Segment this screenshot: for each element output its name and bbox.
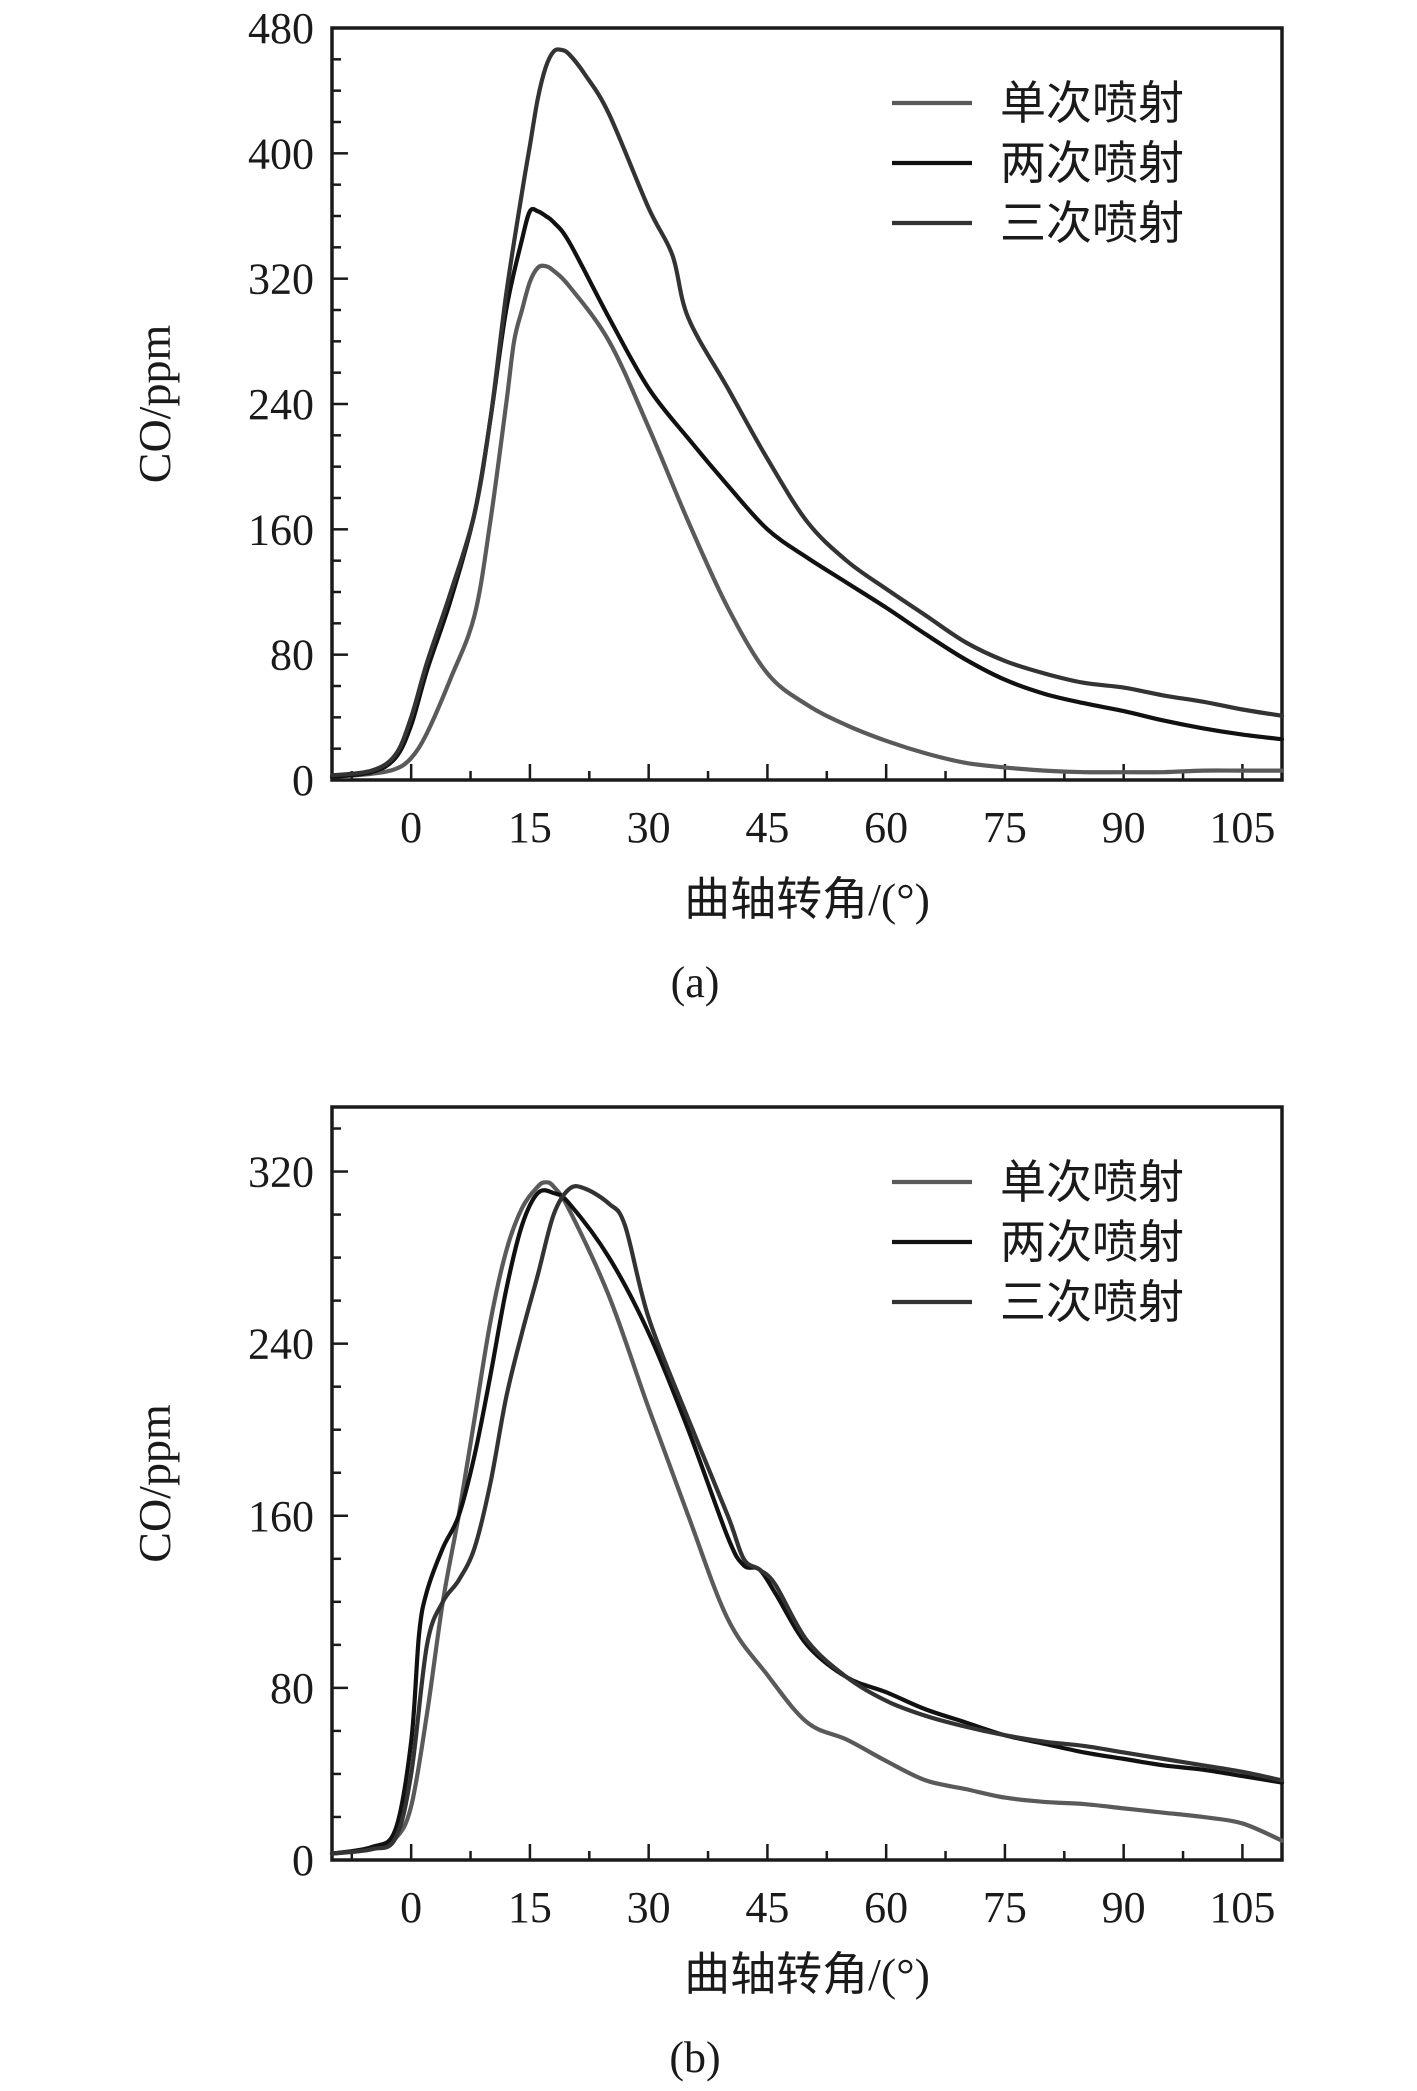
y-tick-label: 160 [248, 505, 314, 554]
plot-frame [330, 1105, 1284, 1862]
panel-label: (b) [669, 2033, 720, 2082]
legend-label: 两次喷射 [1000, 1217, 1184, 1268]
legend-label: 三次喷射 [1000, 1277, 1184, 1328]
x-tick-label: 75 [983, 1883, 1027, 1932]
series-lines [329, 1180, 1285, 1856]
x-tick-label: 30 [627, 803, 671, 852]
x-tick-label: 45 [745, 1883, 789, 1932]
series-line-1 [329, 1180, 1285, 1856]
y-tick-label: 80 [270, 1664, 314, 1713]
x-tick-label: 15 [508, 803, 552, 852]
legend-label: 三次喷射 [1000, 198, 1184, 249]
legend-label: 单次喷射 [1000, 1157, 1184, 1208]
x-axis-ticks: 0 15 30 45 60 75 90 105 [350, 1844, 1275, 1932]
series-line-1 [329, 263, 1285, 779]
y-tick-label: 0 [292, 1836, 314, 1885]
y-axis-title: CO/ppm [129, 1404, 180, 1563]
y-tick-label: 240 [248, 380, 314, 429]
y-tick-label: 160 [248, 1492, 314, 1541]
y-tick-label: 80 [270, 631, 314, 680]
x-tick-label: 45 [745, 803, 789, 852]
x-tick-label: 0 [400, 1883, 422, 1932]
y-tick-label: 0 [292, 756, 314, 805]
y-tick-label: 320 [248, 255, 314, 304]
legend-label: 两次喷射 [1000, 138, 1184, 189]
y-axis-ticks: 0 80 160 240 320 [248, 1127, 348, 1885]
series-line-2 [329, 1188, 1285, 1856]
legend-label: 单次喷射 [1000, 78, 1184, 129]
y-axis-ticks: 0 80 160 240 320 400 480 [248, 4, 348, 805]
x-tick-label: 90 [1102, 803, 1146, 852]
x-axis-title: 曲轴转角/(°) [684, 1949, 930, 2000]
series-lines [329, 47, 1285, 779]
chart-panel-a: 0 80 160 240 320 400 480 0 15 30 45 60 75 90 105 单次喷射… [129, 4, 1285, 1007]
y-axis-title: CO/ppm [129, 325, 180, 484]
x-axis-ticks: 0 15 30 45 60 75 90 105 [350, 764, 1275, 852]
x-tick-label: 30 [627, 1883, 671, 1932]
x-tick-label: 75 [983, 803, 1027, 852]
y-tick-label: 480 [248, 4, 314, 53]
series-line-3 [329, 47, 1285, 778]
chart-panel-b: 0 80 160 240 320 0 15 30 45 60 75 90 105 单次喷射两次喷射三次… [129, 1105, 1285, 2082]
x-axis-title: 曲轴转角/(°) [684, 874, 930, 925]
x-tick-label: 90 [1102, 1883, 1146, 1932]
x-tick-label: 60 [864, 1883, 908, 1932]
y-tick-label: 400 [248, 129, 314, 178]
x-tick-label: 60 [864, 803, 908, 852]
series-line-3 [329, 1184, 1285, 1856]
panel-label: (a) [671, 958, 720, 1007]
x-tick-label: 15 [508, 1883, 552, 1932]
x-tick-label: 105 [1209, 803, 1275, 852]
y-tick-label: 240 [248, 1320, 314, 1369]
x-tick-label: 0 [400, 803, 422, 852]
y-tick-label: 320 [248, 1148, 314, 1197]
x-tick-label: 105 [1209, 1883, 1275, 1932]
